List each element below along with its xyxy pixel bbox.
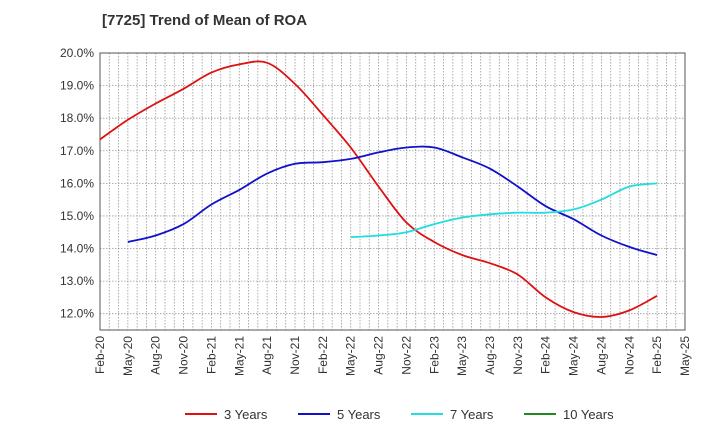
series-layer — [99, 60, 658, 318]
series-line-5-years — [127, 145, 658, 256]
x-tick-label: Aug-21 — [260, 336, 274, 375]
y-tick-label: 16.0% — [60, 176, 94, 190]
grid — [99, 52, 686, 330]
x-axis: Feb-20 May-20 Aug-20 Nov-20 Feb-21 May-21 Aug-… — [93, 336, 692, 376]
series-line-3-years — [99, 60, 658, 318]
x-tick-label: Nov-20 — [177, 336, 191, 375]
y-tick-label: 19.0% — [60, 79, 94, 93]
y-tick-label: 12.0% — [60, 307, 94, 321]
x-tick-label: Feb-25 — [650, 336, 664, 374]
y-tick-label: 15.0% — [60, 209, 94, 223]
y-tick-label: 14.0% — [60, 242, 94, 256]
y-tick-label: 20.0% — [60, 46, 94, 60]
x-tick-label: Nov-22 — [399, 336, 413, 375]
y-tick-label: 13.0% — [60, 274, 94, 288]
legend-label-5-years: 5 Years — [337, 407, 381, 422]
x-tick-label: May-24 — [567, 336, 581, 376]
x-tick-label: Aug-23 — [483, 336, 497, 375]
x-tick-label: May-25 — [678, 336, 692, 376]
x-tick-label: May-23 — [455, 336, 469, 376]
x-tick-label: Feb-24 — [539, 336, 553, 374]
x-tick-label: Feb-20 — [93, 336, 107, 374]
chart-title: [7725] Trend of Mean of ROA — [102, 12, 307, 29]
legend: 3 Years 5 Years 7 Years 10 Years — [185, 407, 614, 422]
y-tick-label: 18.0% — [60, 111, 94, 125]
x-tick-label: Feb-23 — [427, 336, 441, 374]
x-tick-label: Nov-24 — [622, 336, 636, 375]
legend-label-7-years: 7 Years — [450, 407, 494, 422]
x-tick-label: Aug-22 — [372, 336, 386, 375]
y-tick-label: 17.0% — [60, 144, 94, 158]
legend-label-10-years: 10 Years — [563, 407, 614, 422]
x-tick-label: Nov-21 — [288, 336, 302, 375]
x-tick-label: Aug-24 — [594, 336, 608, 375]
x-tick-label: May-21 — [232, 336, 246, 376]
y-axis: 12.0% 13.0% 14.0% 15.0% 16.0% 17.0% 18.0% 19.0%… — [60, 46, 94, 321]
x-tick-label: Feb-22 — [316, 336, 330, 374]
x-tick-label: May-20 — [121, 336, 135, 376]
x-tick-label: Nov-23 — [511, 336, 525, 375]
x-tick-label: May-22 — [344, 336, 358, 376]
x-tick-label: Aug-20 — [149, 336, 163, 375]
legend-label-3-years: 3 Years — [224, 407, 268, 422]
series-line-7-years — [350, 182, 658, 238]
plot-frame — [99, 52, 686, 331]
x-tick-label: Feb-21 — [204, 336, 218, 374]
